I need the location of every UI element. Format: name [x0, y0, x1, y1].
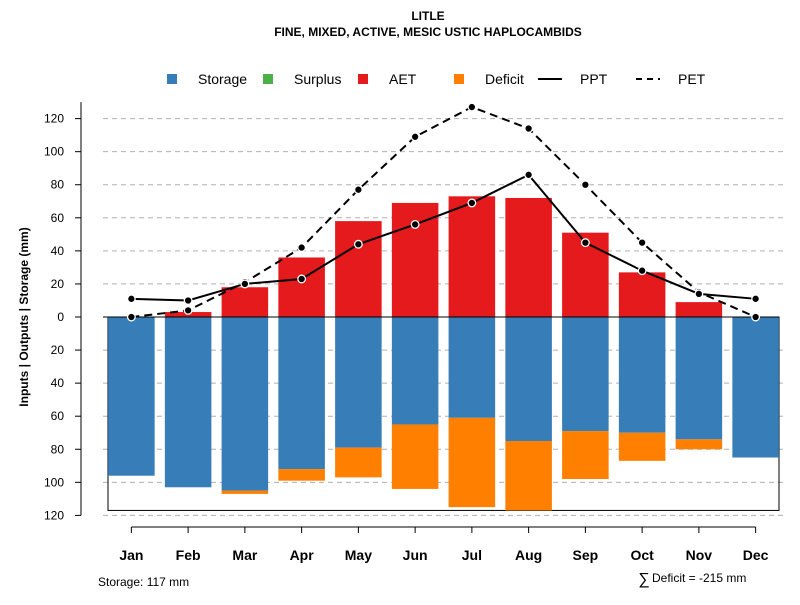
y-tick-label: 20	[51, 343, 65, 357]
legend-label: PPT	[580, 71, 608, 87]
x-tick-label: Dec	[743, 547, 769, 563]
deficit-bar	[618, 432, 666, 461]
storage-note: Storage: 117 mm	[98, 575, 189, 589]
deficit-note: Deficit = -215 mm	[652, 571, 746, 585]
pet-point	[353, 185, 363, 195]
aet-bar	[278, 257, 325, 317]
bars	[103, 196, 779, 511]
axes: 120 100 80 60 40 20 0 20 40 60 80 100 120 Jan Feb Mar Ap…	[44, 102, 769, 563]
y-tick-label: 40	[51, 376, 65, 390]
storage-bar	[448, 317, 496, 418]
x-tick-label: Apr	[290, 547, 315, 563]
ppt-point	[637, 266, 647, 276]
legend-label: Storage	[198, 71, 247, 87]
y-tick-label: 60	[51, 211, 65, 225]
y-tick-label: 60	[51, 409, 65, 423]
aet-bar	[505, 197, 552, 317]
ppt-point	[410, 219, 420, 229]
series-lines	[126, 102, 761, 322]
ppt-line	[131, 173, 756, 302]
y-axis-label: Inputs | Outputs | Storage (mm)	[17, 227, 31, 406]
y-tick-label: 100	[44, 475, 64, 489]
x-tick-label: Sep	[573, 547, 599, 563]
aet-bar	[618, 272, 666, 317]
pet-point	[467, 102, 477, 112]
ppt-point	[751, 294, 761, 304]
pet-point	[751, 312, 761, 322]
storage-bar	[108, 317, 155, 476]
y-tick-label: 0	[57, 310, 64, 324]
legend-label: PET	[678, 71, 706, 87]
deficit-bar	[221, 490, 269, 494]
x-tick-label: Jan	[119, 547, 143, 563]
ppt-point	[297, 274, 307, 284]
storage-bar	[335, 317, 382, 448]
ppt-point	[524, 170, 534, 180]
deficit-bar	[391, 424, 439, 489]
pet-point	[410, 132, 420, 142]
ppt-point	[353, 239, 363, 249]
deficit-bar	[448, 417, 496, 508]
pet-point	[637, 238, 647, 248]
x-tick-label: Nov	[686, 547, 713, 563]
legend-swatch	[358, 74, 368, 84]
ppt-point	[126, 294, 136, 304]
ppt-point	[240, 279, 250, 289]
deficit-bar	[335, 447, 382, 478]
x-tick-label: May	[345, 547, 372, 563]
x-tick-label: Aug	[515, 547, 542, 563]
y-tick-label: 120	[44, 508, 64, 522]
storage-bar	[732, 317, 779, 458]
deficit-bar	[562, 431, 609, 480]
ppt-point	[694, 289, 704, 299]
pet-point	[126, 312, 136, 322]
ppt-point	[467, 198, 477, 208]
chart-subtitle: FINE, MIXED, ACTIVE, MESIC USTIC HAPLOCA…	[274, 25, 582, 39]
chart-title: LITLE	[411, 9, 444, 23]
storage-bar	[221, 317, 269, 491]
storage-bar	[562, 317, 609, 432]
storage-bar	[618, 317, 666, 433]
y-tick-label: 40	[51, 244, 65, 258]
storage-bar	[675, 317, 723, 440]
legend-label: Deficit	[485, 71, 524, 87]
y-tick-label: 80	[51, 442, 65, 456]
legend-label: AET	[389, 71, 417, 87]
storage-bar	[505, 317, 552, 441]
legend-label: Surplus	[294, 71, 341, 87]
x-tick-label: Mar	[232, 547, 257, 563]
deficit-bar	[505, 440, 552, 511]
aet-bar	[675, 302, 723, 317]
y-tick-label: 80	[51, 178, 65, 192]
legend-swatch	[167, 74, 177, 84]
pet-point	[524, 124, 534, 133]
x-tick-label: Jun	[403, 547, 428, 563]
aet-bar	[221, 287, 269, 317]
storage-bar	[278, 317, 325, 470]
deficit-bar	[278, 469, 325, 481]
ppt-point	[183, 296, 193, 305]
grid-lines	[103, 118, 784, 516]
pet-point	[297, 243, 307, 253]
x-tick-label: Jul	[462, 547, 482, 563]
y-tick-label: 100	[44, 145, 64, 159]
legend-swatch	[263, 74, 273, 84]
storage-bar	[164, 317, 212, 488]
aet-bar	[335, 221, 382, 317]
deficit-sum-symbol: ∑	[638, 571, 649, 588]
x-tick-label: Feb	[176, 547, 201, 563]
deficit-bar	[675, 439, 723, 450]
legend: Storage Surplus AET Deficit PPT PET	[167, 71, 706, 87]
y-tick-label: 120	[44, 112, 64, 126]
x-tick-label: Oct	[630, 547, 654, 563]
ppt-point	[580, 238, 590, 248]
storage-bar	[391, 317, 439, 425]
legend-swatch	[454, 74, 464, 84]
pet-point	[580, 180, 590, 190]
pet-point	[183, 305, 193, 315]
aet-bar	[448, 196, 496, 317]
y-tick-label: 20	[51, 277, 65, 291]
